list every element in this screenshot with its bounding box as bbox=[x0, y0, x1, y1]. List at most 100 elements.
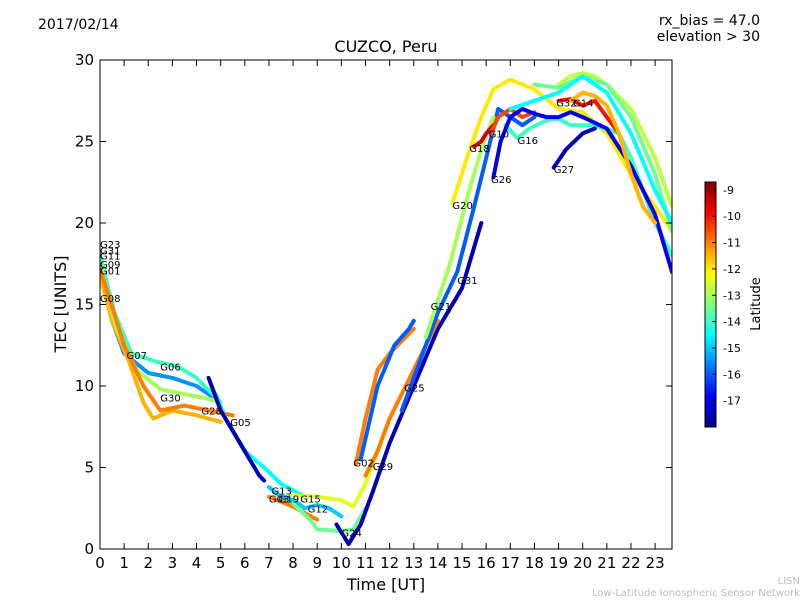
series-layer bbox=[100, 71, 672, 547]
series-label: G15 bbox=[300, 495, 320, 506]
colorbar-tick-label: -11 bbox=[723, 237, 741, 250]
date-label: 2017/02/14 bbox=[38, 17, 119, 33]
series-label: G23 bbox=[100, 240, 120, 251]
series-label: G32 bbox=[556, 98, 576, 109]
series-label: G28 bbox=[201, 407, 221, 418]
series-G14 bbox=[568, 90, 658, 225]
chart-title: CUZCO, Peru bbox=[334, 37, 437, 56]
x-tick-label: 6 bbox=[240, 554, 250, 572]
colorbar-tick-label: -16 bbox=[723, 368, 741, 381]
series-G05 bbox=[213, 392, 308, 499]
series-label: G03 bbox=[269, 495, 289, 506]
y-tick-label: 25 bbox=[75, 133, 94, 151]
series-label: G18 bbox=[469, 144, 489, 155]
series-label: G31 bbox=[457, 276, 477, 287]
colorbar-tick-label: -17 bbox=[723, 395, 741, 408]
series-label: G01 bbox=[100, 266, 120, 277]
y-axis-label: TEC [UNITS] bbox=[51, 256, 70, 354]
x-tick-label: 20 bbox=[573, 554, 592, 572]
series-G31 bbox=[423, 115, 496, 340]
colorbar bbox=[704, 181, 717, 428]
x-tick-label: 12 bbox=[380, 554, 399, 572]
colorbar-tick-label: -12 bbox=[723, 263, 741, 276]
series-label: G27 bbox=[554, 165, 574, 176]
x-tick-label: 19 bbox=[549, 554, 568, 572]
x-tick-label: 2 bbox=[143, 554, 153, 572]
x-tick-label: 1 bbox=[119, 554, 129, 572]
x-axis-label: Time [UT] bbox=[346, 575, 425, 594]
series-label: G26 bbox=[491, 175, 511, 186]
x-tick-label: 18 bbox=[525, 554, 544, 572]
x-tick-label: 21 bbox=[597, 554, 616, 572]
series-label: G05 bbox=[230, 418, 250, 429]
elevation-label: elevation > 30 bbox=[656, 29, 760, 45]
series-labels: G23G31G11G09G01G08G07G06G30G28G05G13G03G… bbox=[100, 98, 593, 539]
x-tick-label: 22 bbox=[621, 554, 640, 572]
series-G25 bbox=[358, 318, 416, 462]
series-label: G12 bbox=[308, 504, 328, 515]
series-label: G30 bbox=[160, 393, 180, 404]
x-tick-label: 3 bbox=[168, 554, 178, 572]
y-tick-label: 5 bbox=[84, 459, 94, 477]
colorbar-tick-label: -10 bbox=[723, 210, 741, 223]
series-G28 bbox=[100, 266, 235, 418]
series-G26 bbox=[491, 106, 672, 274]
series-G02 bbox=[353, 326, 416, 467]
series-label: G21 bbox=[431, 302, 451, 313]
series-label: G14 bbox=[573, 98, 593, 109]
x-tick-label: 14 bbox=[428, 554, 447, 572]
x-axis: 0 1 2 3 4 5 6 7 8 9 10 11 12 13 14 15 16 17 18 19 20 21 22 23 bbox=[95, 60, 665, 572]
series-label: G11 bbox=[100, 252, 120, 263]
series-G13 bbox=[266, 485, 344, 519]
series-G18 bbox=[472, 123, 496, 149]
series-label: G07 bbox=[127, 351, 147, 362]
series-label: G16 bbox=[518, 136, 538, 147]
series-G24 bbox=[334, 221, 484, 547]
series-label: G31 bbox=[100, 247, 120, 258]
x-tick-label: 10 bbox=[332, 554, 351, 572]
series-label: G06 bbox=[160, 362, 180, 373]
x-tick-label: 11 bbox=[356, 554, 375, 572]
series-label: G10 bbox=[489, 129, 509, 140]
x-tick-label: 15 bbox=[452, 554, 471, 572]
series-label: G25 bbox=[404, 384, 424, 395]
footer-org-short: LISN bbox=[777, 576, 800, 587]
x-tick-label: 4 bbox=[192, 554, 202, 572]
series-G21 bbox=[399, 106, 537, 413]
y-tick-label: 30 bbox=[75, 51, 94, 69]
x-tick-label: 17 bbox=[501, 554, 520, 572]
series-label: G08 bbox=[100, 294, 120, 305]
x-tick-label: 0 bbox=[95, 554, 105, 572]
series-G19 bbox=[266, 494, 320, 522]
series-label: G20 bbox=[452, 201, 472, 212]
series-label: G09 bbox=[100, 260, 120, 271]
series-G27 bbox=[551, 126, 597, 170]
series-G01 bbox=[206, 375, 267, 483]
rx-bias-label: rx_bias = 47.0 bbox=[658, 13, 760, 29]
series-label: G19 bbox=[279, 495, 299, 506]
x-tick-label: 23 bbox=[646, 554, 665, 572]
colorbar-tick-label: -13 bbox=[723, 289, 741, 302]
series-G22 bbox=[532, 74, 672, 234]
y-tick-label: 10 bbox=[75, 377, 94, 395]
series-G12 bbox=[291, 501, 368, 534]
colorbar-tick-label: -9 bbox=[723, 184, 734, 197]
y-axis: 0 5 10 15 20 25 30 bbox=[75, 51, 672, 558]
x-tick-label: 9 bbox=[312, 554, 322, 572]
y-tick-label: 15 bbox=[75, 296, 94, 314]
series-G23 bbox=[508, 74, 672, 225]
x-tick-label: 8 bbox=[288, 554, 298, 572]
colorbar-ticks: -9 -10 -11 -12 -13 -14 -15 -16 -17 bbox=[712, 184, 741, 408]
series-label: G29 bbox=[373, 462, 393, 473]
footer-org-full: Low-Latitude Ionospheric Sensor Network bbox=[592, 588, 800, 599]
x-tick-label: 5 bbox=[216, 554, 226, 572]
series-label: G02 bbox=[353, 459, 373, 470]
series-label: G24 bbox=[341, 529, 361, 540]
x-tick-label: 7 bbox=[264, 554, 274, 572]
x-tick-label: 16 bbox=[477, 554, 496, 572]
colorbar-tick-label: -14 bbox=[723, 316, 741, 329]
series-label: G13 bbox=[271, 486, 291, 497]
colorbar-tick-label: -15 bbox=[723, 342, 741, 355]
series-G32 bbox=[556, 97, 621, 136]
